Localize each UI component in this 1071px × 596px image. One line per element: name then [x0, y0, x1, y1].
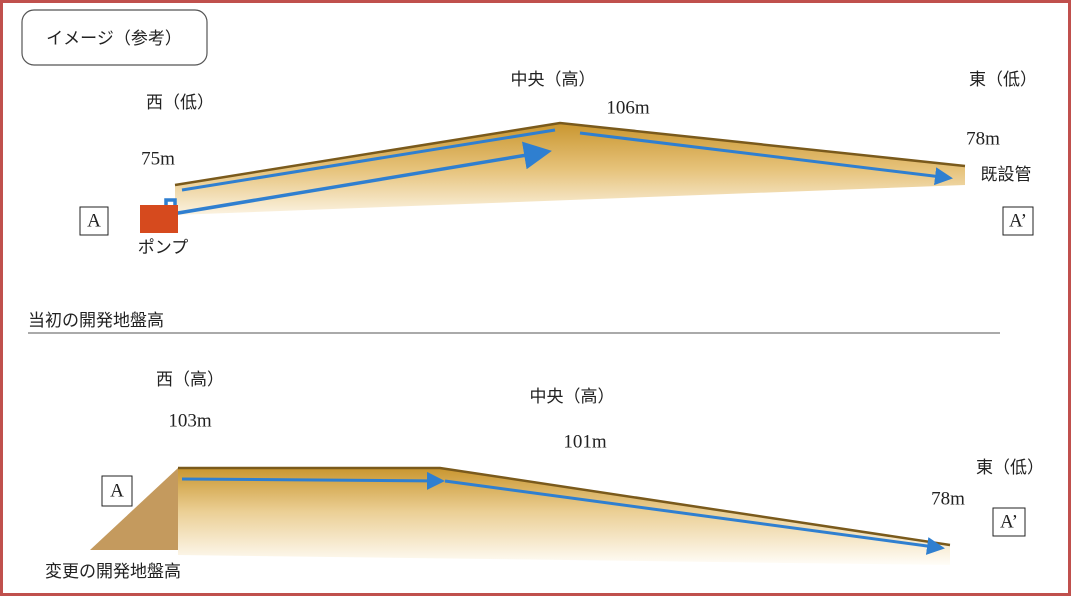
- existing-pipe: 既設管: [981, 165, 1032, 185]
- west-height: 75m: [141, 148, 175, 169]
- pipe: [181, 471, 445, 490]
- west-height: 103m: [168, 410, 212, 431]
- pipe: [181, 128, 556, 192]
- center-height: 106m: [606, 97, 650, 118]
- west-label: 西（低）: [146, 93, 214, 113]
- caption: 当初の開発地盤高: [28, 311, 164, 331]
- east-height: 78m: [931, 488, 965, 509]
- pump: [140, 205, 178, 233]
- point-a: A: [87, 210, 101, 231]
- west-label: 西（高）: [156, 370, 224, 390]
- label: イメージ（参考）: [46, 29, 182, 49]
- point-a: A: [110, 480, 124, 501]
- ground: [178, 468, 950, 565]
- point-box: [101, 475, 133, 507]
- east-label: 東（低）: [976, 458, 1044, 478]
- center-height: 101m: [563, 431, 607, 452]
- pump-pipe: [164, 141, 552, 218]
- label-box: [21, 9, 208, 66]
- point-box: [79, 206, 109, 236]
- east-label: 東（低）: [969, 70, 1037, 90]
- caption: 変更の開発地盤高: [45, 562, 181, 582]
- pump-label: ポンプ: [138, 238, 189, 258]
- center-label: 中央（高）: [530, 387, 615, 407]
- ground-line: [174, 121, 966, 187]
- east-height: 78m: [966, 128, 1000, 149]
- ground-line: [178, 466, 951, 547]
- center-label: 中央（高）: [511, 70, 596, 90]
- ground: [175, 123, 965, 215]
- point-a2: A’: [1009, 210, 1027, 231]
- pipe: [579, 131, 953, 186]
- point-box: [992, 507, 1026, 537]
- point-a2: A’: [1000, 511, 1018, 532]
- pipe: [444, 479, 945, 555]
- fill-slope: [90, 468, 178, 550]
- point-box: [1002, 206, 1034, 236]
